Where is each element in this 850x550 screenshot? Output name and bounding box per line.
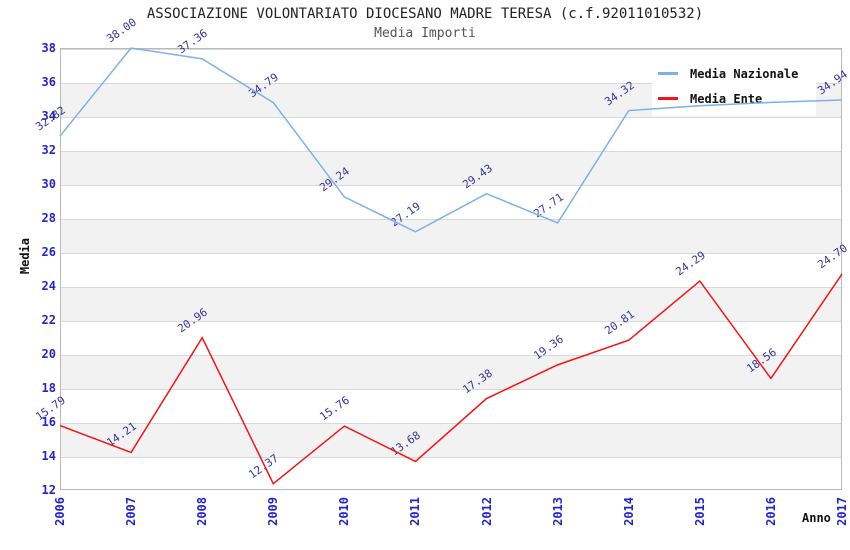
legend: Media Nazionale Media Ente xyxy=(652,56,816,116)
x-tick-label: 2009 xyxy=(266,497,281,526)
y-tick-label: 34 xyxy=(41,109,56,123)
x-tick-label: 2010 xyxy=(337,497,352,526)
x-tick-label: 2012 xyxy=(479,497,494,526)
y-tick-label: 26 xyxy=(41,245,56,259)
x-tick-label: 2015 xyxy=(692,497,707,526)
legend-swatch-icon xyxy=(658,72,678,75)
legend-swatch-icon xyxy=(658,97,678,100)
y-tick-label: 24 xyxy=(41,279,56,293)
y-tick-label: 22 xyxy=(41,313,56,327)
y-tick-label: 28 xyxy=(41,211,56,225)
y-tick-label: 38 xyxy=(41,41,56,55)
chart-title: ASSOCIAZIONE VOLONTARIATO DIOCESANO MADR… xyxy=(146,6,704,22)
y-tick-label: 30 xyxy=(41,177,56,191)
y-tick-label: 36 xyxy=(41,75,56,89)
y-tick-label: 16 xyxy=(41,415,56,429)
x-tick-label: 2006 xyxy=(53,497,67,526)
legend-item: Media Nazionale xyxy=(658,61,810,86)
y-tick-label: 18 xyxy=(41,381,56,395)
y-tick-label: 14 xyxy=(41,449,56,463)
x-tick-label: 2011 xyxy=(408,497,423,526)
x-tick-label: 2013 xyxy=(550,497,565,526)
x-tick-label: 2008 xyxy=(195,497,210,526)
legend-item-label: Media Nazionale xyxy=(690,66,799,81)
chart-subtitle: Media Importi xyxy=(374,26,476,41)
legend-item-label: Media Ente xyxy=(690,91,763,106)
x-axis-title: Anno xyxy=(802,511,831,525)
y-axis-title: Media xyxy=(18,238,32,275)
legend-item: Media Ente xyxy=(658,86,810,111)
y-tick-label: 20 xyxy=(41,347,56,361)
x-tick-label: 2007 xyxy=(124,497,139,526)
y-tick-label: 32 xyxy=(41,143,56,157)
x-tick-label: 2017 xyxy=(835,497,849,526)
x-tick-label: 2014 xyxy=(621,497,636,526)
x-tick-label: 2016 xyxy=(763,497,778,526)
y-tick-label: 12 xyxy=(41,483,56,497)
